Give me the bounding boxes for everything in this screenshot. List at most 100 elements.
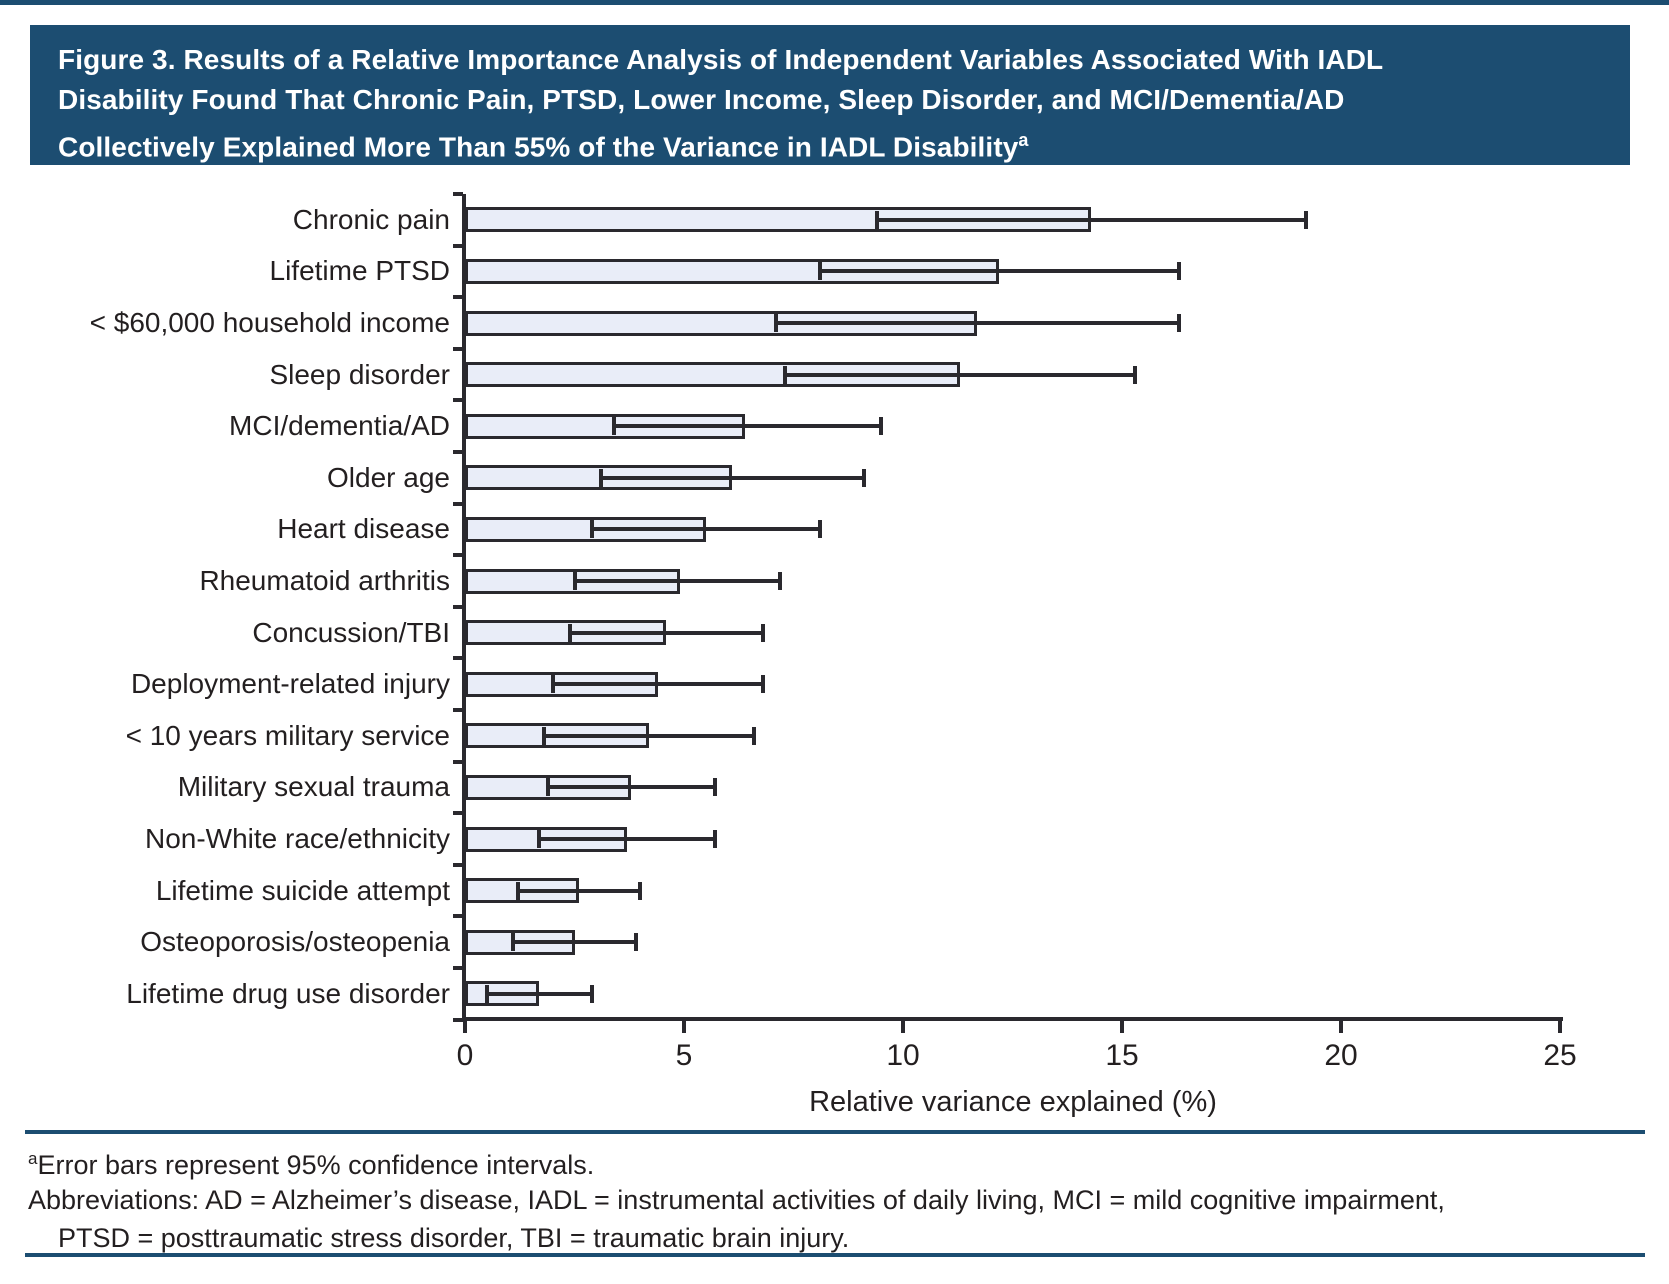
footnote-abbreviations-line-1: Abbreviations: AD = Alzheimer’s disease,… xyxy=(28,1185,1445,1215)
footnote-rule-bottom xyxy=(25,1253,1645,1257)
footnote-abbreviations-line-2: PTSD = posttraumatic stress disorder, TB… xyxy=(58,1223,850,1253)
category-label: < $60,000 household income xyxy=(89,307,450,338)
y-axis-tick xyxy=(453,398,463,403)
category-label: Chronic pain xyxy=(292,203,450,235)
category-label: MCI/dementia/AD xyxy=(229,410,450,442)
x-tick-label: 25 xyxy=(1543,1039,1577,1072)
category-label: Sleep disorder xyxy=(269,358,450,390)
error-bar-line xyxy=(548,785,715,790)
y-axis-tick xyxy=(453,862,463,867)
y-axis-tick xyxy=(453,811,463,816)
error-bar-line xyxy=(592,527,820,532)
footnote-error-bars: aError bars represent 95% confidence int… xyxy=(28,1149,595,1180)
error-bar-cap-low xyxy=(484,984,489,1003)
y-axis-tick xyxy=(453,759,463,764)
error-bar-cap-low xyxy=(817,262,822,281)
error-bar-line xyxy=(876,217,1306,222)
x-axis-tick xyxy=(1558,1021,1562,1033)
error-bar-line xyxy=(486,991,592,996)
bar xyxy=(465,568,680,594)
error-bar-cap-high xyxy=(1303,210,1308,229)
category-label: Non-White race/ethnicity xyxy=(144,823,450,854)
y-axis-tick xyxy=(453,243,463,248)
x-tick-label: 0 xyxy=(456,1039,474,1072)
category-label: Osteoporosis/osteopenia xyxy=(140,926,450,958)
error-bar-cap-high xyxy=(590,984,595,1003)
category-label: Older age xyxy=(327,461,450,493)
error-bar-cap-low xyxy=(515,881,520,900)
error-bar-cap-high xyxy=(712,778,717,797)
y-axis-tick xyxy=(453,501,463,506)
error-bar-cap-low xyxy=(782,365,787,384)
category-label: < 10 years military service xyxy=(125,719,450,751)
x-tick-label: 15 xyxy=(1105,1039,1139,1072)
error-bar-cap-low xyxy=(874,210,879,229)
category-label: Military sexual trauma xyxy=(177,771,450,803)
error-bar-cap-high xyxy=(760,623,765,642)
error-bar-cap-high xyxy=(638,881,643,900)
error-bar-cap-low xyxy=(568,623,573,642)
figure-title-line-3: Collectively Explained More Than 55% of … xyxy=(58,130,1029,163)
error-bar-line xyxy=(517,888,641,893)
y-axis-tick xyxy=(453,295,463,300)
error-bar-line xyxy=(574,579,781,583)
error-bar-cap-high xyxy=(1176,314,1181,332)
error-bar-line xyxy=(784,372,1136,377)
x-axis-line xyxy=(462,1017,1563,1021)
figure-title-banner: Figure 3. Results of a Relative Importan… xyxy=(30,25,1630,165)
figure-title-line-1: Figure 3. Results of a Relative Importan… xyxy=(58,44,1384,75)
y-axis-tick xyxy=(453,914,463,919)
bar-chart: Relative variance explained (%) 0 5 10 15 20… xyxy=(89,192,1577,1118)
category-label: Heart disease xyxy=(277,513,450,545)
x-axis-title: Relative variance explained (%) xyxy=(809,1086,1217,1118)
error-bar-cap-low xyxy=(546,778,551,797)
category-label: Lifetime PTSD xyxy=(269,255,451,287)
error-bar-cap-high xyxy=(760,675,765,694)
error-bar-cap-high xyxy=(778,572,783,590)
error-bar-line xyxy=(552,682,763,687)
y-axis-tick xyxy=(453,346,463,351)
x-axis-tick xyxy=(1120,1021,1124,1033)
error-bar-cap-low xyxy=(511,933,516,952)
error-bar-cap-low xyxy=(572,572,577,590)
y-axis-tick xyxy=(453,604,463,609)
error-bar-cap-low xyxy=(537,830,542,848)
error-bar-line xyxy=(775,321,1179,325)
x-tick-label: 20 xyxy=(1324,1039,1358,1072)
error-bar-line xyxy=(819,269,1179,274)
error-bar-cap-high xyxy=(633,933,638,952)
y-axis-tick xyxy=(453,553,463,558)
error-bar-cap-low xyxy=(598,468,603,487)
error-bar-line xyxy=(600,475,864,480)
error-bar-cap-high xyxy=(879,417,884,436)
category-label: Concussion/TBI xyxy=(252,616,450,648)
footnote-marker: a xyxy=(28,1149,38,1168)
figure-title-line-2: Disability Found That Chronic Pain, PTSD… xyxy=(58,84,1345,115)
error-bar-cap-low xyxy=(541,726,546,745)
x-axis-tick xyxy=(463,1021,467,1033)
x-axis-tick xyxy=(1339,1021,1343,1033)
y-axis-tick xyxy=(453,708,463,712)
footnote-rule-top xyxy=(25,1130,1645,1134)
title-footnote-marker: a xyxy=(1018,130,1029,150)
top-rule xyxy=(0,0,1669,5)
error-bar-cap-high xyxy=(752,726,757,745)
error-bar-line xyxy=(539,837,715,841)
y-axis-tick xyxy=(453,966,463,970)
y-axis-tick xyxy=(453,1017,463,1022)
x-axis-tick xyxy=(682,1021,686,1033)
error-bar-cap-high xyxy=(712,830,717,848)
x-axis-tick xyxy=(901,1021,905,1033)
error-bar-cap-high xyxy=(861,468,866,487)
y-axis-tick xyxy=(453,450,463,454)
error-bar-line xyxy=(613,424,882,429)
category-label: Deployment-related injury xyxy=(130,668,450,700)
y-axis-tick xyxy=(453,192,463,196)
error-bar-cap-low xyxy=(611,417,616,436)
error-bar-cap-high xyxy=(1133,365,1138,384)
error-bar-cap-low xyxy=(590,520,595,539)
y-axis-tick xyxy=(453,656,463,661)
error-bar-line xyxy=(543,733,755,738)
category-label: Lifetime drug use disorder xyxy=(126,977,450,1009)
